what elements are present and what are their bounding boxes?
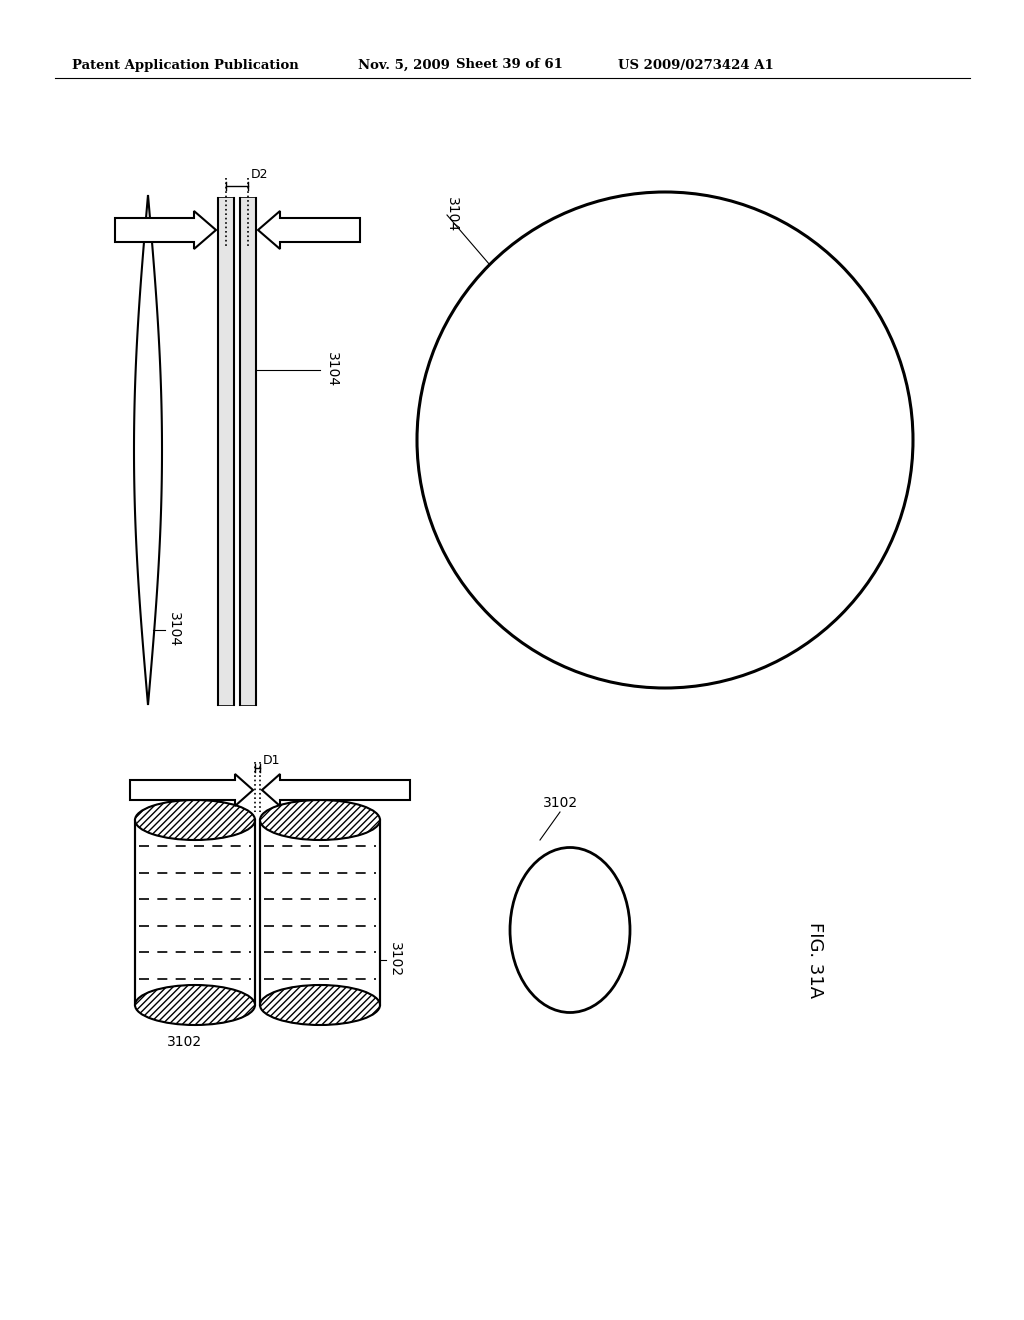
Ellipse shape [135, 800, 255, 840]
Bar [240, 198, 256, 705]
Text: 3102: 3102 [543, 796, 578, 810]
Polygon shape [134, 195, 162, 705]
FancyArrow shape [262, 774, 410, 807]
Text: 3104: 3104 [445, 198, 459, 232]
Text: D1: D1 [262, 754, 280, 767]
Ellipse shape [135, 985, 255, 1026]
FancyArrow shape [258, 211, 360, 249]
Circle shape [417, 191, 913, 688]
Bar [135, 820, 255, 1005]
Text: 3102: 3102 [388, 942, 402, 978]
Text: 3104: 3104 [167, 612, 181, 648]
Text: 3102: 3102 [168, 1035, 203, 1049]
Bar [218, 198, 234, 705]
Ellipse shape [260, 985, 380, 1026]
Text: 3104: 3104 [325, 352, 339, 388]
Text: US 2009/0273424 A1: US 2009/0273424 A1 [618, 58, 774, 71]
Ellipse shape [510, 847, 630, 1012]
Text: D2: D2 [251, 168, 268, 181]
Ellipse shape [260, 800, 380, 840]
Text: Nov. 5, 2009: Nov. 5, 2009 [358, 58, 450, 71]
Bar [260, 820, 380, 1005]
Bar [218, 198, 234, 705]
FancyArrow shape [115, 211, 216, 249]
Text: Sheet 39 of 61: Sheet 39 of 61 [456, 58, 563, 71]
Text: Patent Application Publication: Patent Application Publication [72, 58, 299, 71]
FancyArrow shape [130, 774, 253, 807]
Text: FIG. 31A: FIG. 31A [806, 921, 824, 998]
Bar [240, 198, 256, 705]
